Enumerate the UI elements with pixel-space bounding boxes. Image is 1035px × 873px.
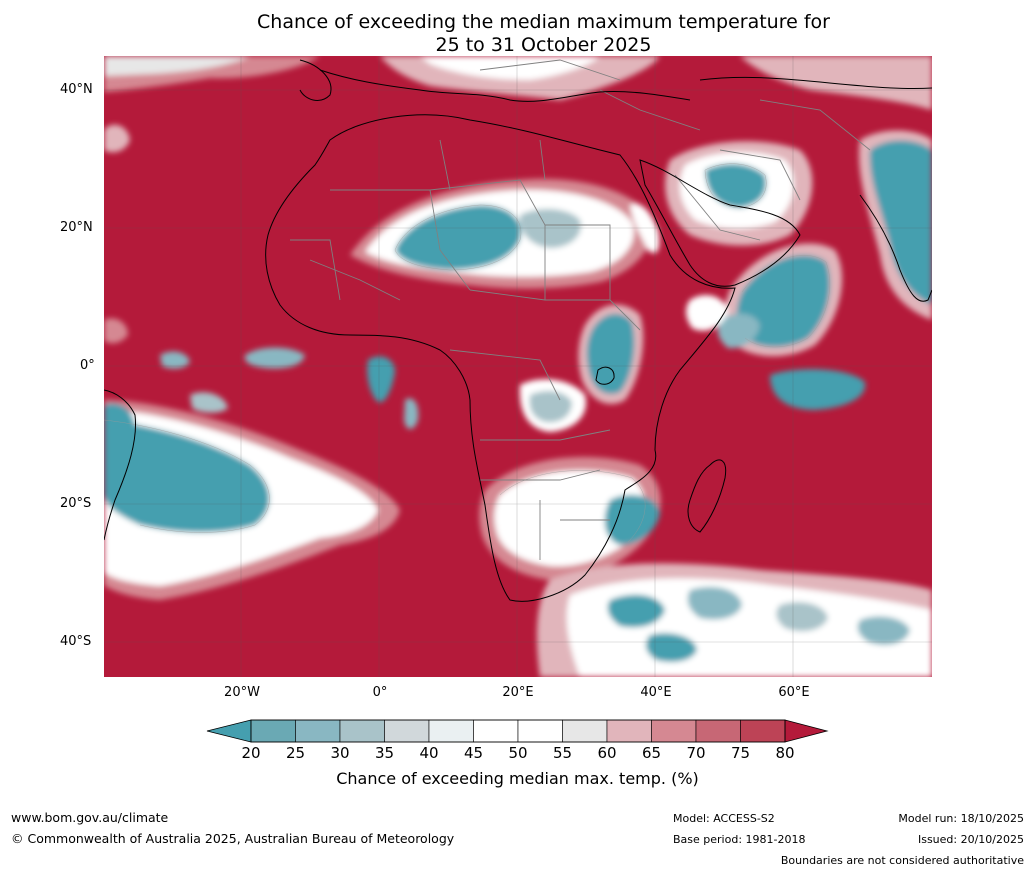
- footer-model-run: Model run: 18/10/2025: [898, 812, 1024, 825]
- colorbar-cell: [339, 719, 385, 743]
- lon-tick-label: 20°E: [502, 685, 534, 700]
- footer-website: www.bom.gov.au/climate: [11, 810, 169, 825]
- footer-model: Model: ACCESS-S2: [673, 812, 775, 825]
- colorbar-tick-label: 30: [330, 744, 350, 762]
- colorbar-tick-label: 50: [508, 744, 528, 762]
- colorbar-cell: [384, 719, 430, 743]
- colorbar-tick-label: 20: [241, 744, 261, 762]
- colorbar-tick-label: 25: [285, 744, 306, 762]
- footer-base-period: Base period: 1981-2018: [673, 833, 806, 846]
- lon-tick-label: 0°: [372, 685, 388, 700]
- colorbar-cell: [695, 719, 741, 743]
- footer-disclaimer: Boundaries are not considered authoritat…: [780, 854, 1024, 867]
- map-area: [104, 56, 932, 677]
- colorbar-cell: [295, 719, 341, 743]
- probability-patches: [104, 56, 932, 677]
- colorbar-max-arrow: [784, 719, 829, 743]
- colorbar-tick-label: 35: [374, 744, 395, 762]
- colorbar-cell: [517, 719, 563, 743]
- contour-lines: [104, 163, 831, 543]
- colorbar-tick-label: 55: [552, 744, 573, 762]
- lat-tick-label: 0°: [80, 358, 95, 373]
- colorbar-tick-label: 45: [463, 744, 484, 762]
- lon-tick-label: 40°E: [640, 685, 672, 700]
- country-borders: [290, 59, 871, 560]
- colorbar-tick-label: 80: [775, 744, 795, 762]
- colorbar-tick-label: 40: [419, 744, 439, 762]
- colorbar-tick-label: 75: [730, 744, 751, 762]
- colorbar-tick-label: 70: [686, 744, 706, 762]
- colorbar-frame: [250, 719, 786, 743]
- colorbar-cell: [428, 719, 474, 743]
- map-title-line1: Chance of exceeding the median maximum t…: [257, 11, 830, 33]
- colorbar-min-arrow: [206, 719, 252, 743]
- lat-tick-label: 20°S: [60, 496, 92, 511]
- colorbar-title: Chance of exceeding median max. temp. (%…: [336, 769, 699, 788]
- colorbar-cell: [473, 719, 519, 743]
- lon-tick-label: 60°E: [778, 685, 810, 700]
- colorbar-tick-label: 60: [597, 744, 617, 762]
- map-title-line2: 25 to 31 October 2025: [435, 34, 652, 56]
- footer-issued: Issued: 20/10/2025: [917, 833, 1024, 846]
- colorbar-cell: [250, 719, 296, 743]
- colorbar-cell: [740, 719, 786, 743]
- footer-copyright: © Commonwealth of Australia 2025, Austra…: [11, 831, 455, 846]
- lat-tick-label: 20°N: [60, 220, 93, 235]
- graticule: [104, 56, 932, 677]
- colorbar-cell: [562, 719, 608, 743]
- coastlines: [104, 59, 932, 602]
- colorbar-cell: [651, 719, 697, 743]
- lat-tick-label: 40°S: [60, 634, 92, 649]
- lat-tick-label: 40°N: [60, 82, 93, 97]
- lon-tick-label: 20°W: [224, 685, 260, 700]
- colorbar: [206, 719, 829, 743]
- colorbar-cell: [606, 719, 652, 743]
- colorbar-tick-label: 65: [641, 744, 662, 762]
